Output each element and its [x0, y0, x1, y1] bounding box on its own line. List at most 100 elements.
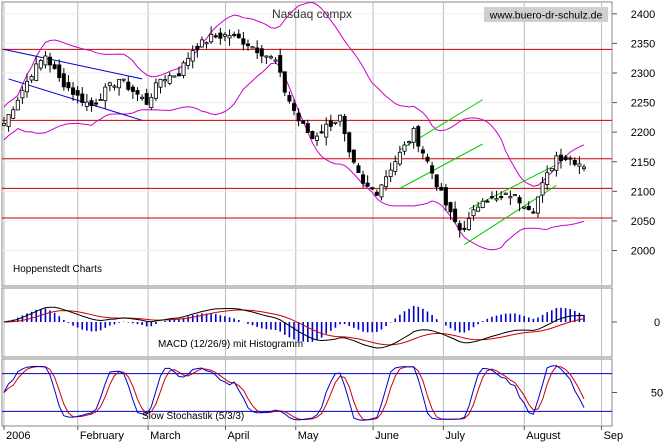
candle-body [582, 166, 587, 170]
candle-body [572, 159, 577, 165]
candle-body [407, 141, 412, 144]
candle-body [112, 85, 117, 88]
candle-body [268, 56, 273, 59]
candle-body [310, 131, 315, 139]
candle-body [84, 101, 89, 107]
candle-body [351, 149, 356, 163]
candle-body [549, 168, 554, 172]
y-tick-label: 2350 [631, 38, 655, 50]
macd-label: MACD (12/26/9) mit Histogramm [158, 339, 303, 350]
candle-body [186, 58, 191, 66]
y-tick-label: 2200 [631, 127, 655, 139]
candle-body [462, 227, 467, 230]
x-tick-label: April [227, 430, 249, 442]
candle-body [199, 39, 204, 48]
x-tick-label: February [80, 430, 125, 442]
candle-body [2, 122, 7, 126]
candle-body [397, 151, 402, 165]
candle-body [342, 115, 347, 135]
candle-body [195, 45, 200, 51]
candle-body [508, 196, 513, 199]
candle-body [420, 149, 425, 154]
candle-body [416, 126, 421, 147]
candle-body [176, 73, 181, 77]
candle-body [531, 211, 536, 214]
candle-body [209, 33, 214, 43]
candle-body [94, 102, 99, 105]
stochastic-y-tick-label: 50 [651, 388, 663, 400]
watermark: www.buero-dr-schulz.de [489, 10, 603, 22]
candle-body [190, 50, 195, 62]
x-tick-label: Sep [604, 430, 624, 442]
candle-body [296, 112, 301, 122]
candle-body [384, 176, 389, 188]
candle-body [259, 48, 264, 57]
bollinger-upper [3, 1, 585, 187]
candle-body [535, 196, 540, 214]
candle-body [517, 197, 522, 204]
candle-body [57, 64, 62, 79]
candle-body [34, 63, 39, 81]
price-panel-frame [1, 1, 613, 287]
candle-body [434, 174, 439, 188]
candle-body [443, 187, 448, 206]
candle-body [324, 123, 329, 138]
candle-body [38, 60, 43, 69]
candle-body [356, 165, 361, 173]
candle-body [333, 121, 338, 124]
candle-body [264, 55, 269, 58]
bollinger-lower [3, 62, 585, 251]
candle-body [305, 123, 310, 133]
candle-body [48, 56, 53, 66]
candle-body [153, 82, 158, 99]
candle-body [494, 198, 499, 201]
candle-body [163, 79, 168, 82]
candle-body [282, 71, 287, 93]
candle-body [250, 46, 255, 49]
candle-body [476, 206, 481, 212]
candle-body [158, 78, 163, 88]
candle-body [540, 182, 545, 196]
candle-body [117, 78, 122, 89]
candle-body [135, 90, 140, 95]
x-tick-label: March [150, 430, 181, 442]
y-tick-label: 2400 [631, 9, 655, 21]
trend-line [8, 78, 143, 121]
candle-body [457, 223, 462, 231]
candle-body [499, 196, 504, 199]
trend-line [3, 48, 143, 80]
candle-body [301, 120, 306, 124]
stochastic-label: Slow Stochastik (5/3/3) [142, 411, 244, 422]
candle-body [6, 114, 11, 127]
candle-body [512, 194, 517, 197]
macd-line [3, 306, 585, 349]
candle-body [232, 33, 237, 36]
candle-body [98, 99, 103, 102]
candle-body [144, 93, 149, 105]
stochastic-indicator: 50 [2, 365, 663, 421]
watermark-background [484, 7, 608, 22]
candle-body [328, 120, 333, 127]
y-tick-label: 2300 [631, 68, 655, 80]
macd-y-tick-label: 0 [654, 317, 660, 329]
candle-body [29, 76, 34, 81]
candle-body [563, 156, 568, 161]
candle-body [489, 196, 494, 199]
candle-body [213, 35, 218, 38]
candle-body [11, 109, 16, 119]
macd-signal-line [3, 309, 585, 346]
candle-body [439, 186, 444, 191]
candle-body [140, 96, 145, 99]
date-axis: 2006 February March April May June July August S… [3, 426, 624, 442]
candle-body [236, 33, 241, 39]
stochastic-d-line [3, 365, 585, 421]
candle-body [121, 78, 126, 81]
trend-line [399, 143, 483, 189]
candle-body [379, 184, 384, 198]
candle-body [15, 99, 20, 111]
candle-body [25, 80, 30, 93]
candle-body [181, 62, 186, 76]
stochastic-panel-frame [1, 358, 613, 427]
candle-body [411, 127, 416, 143]
